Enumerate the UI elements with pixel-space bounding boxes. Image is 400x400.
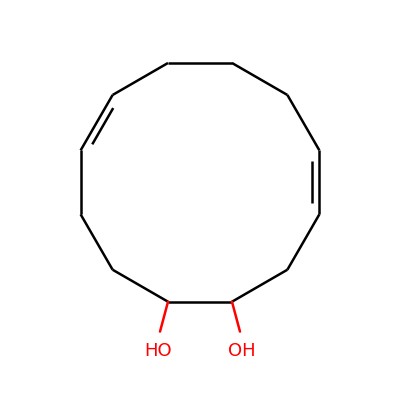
Text: OH: OH (228, 342, 256, 360)
Text: HO: HO (144, 342, 172, 360)
